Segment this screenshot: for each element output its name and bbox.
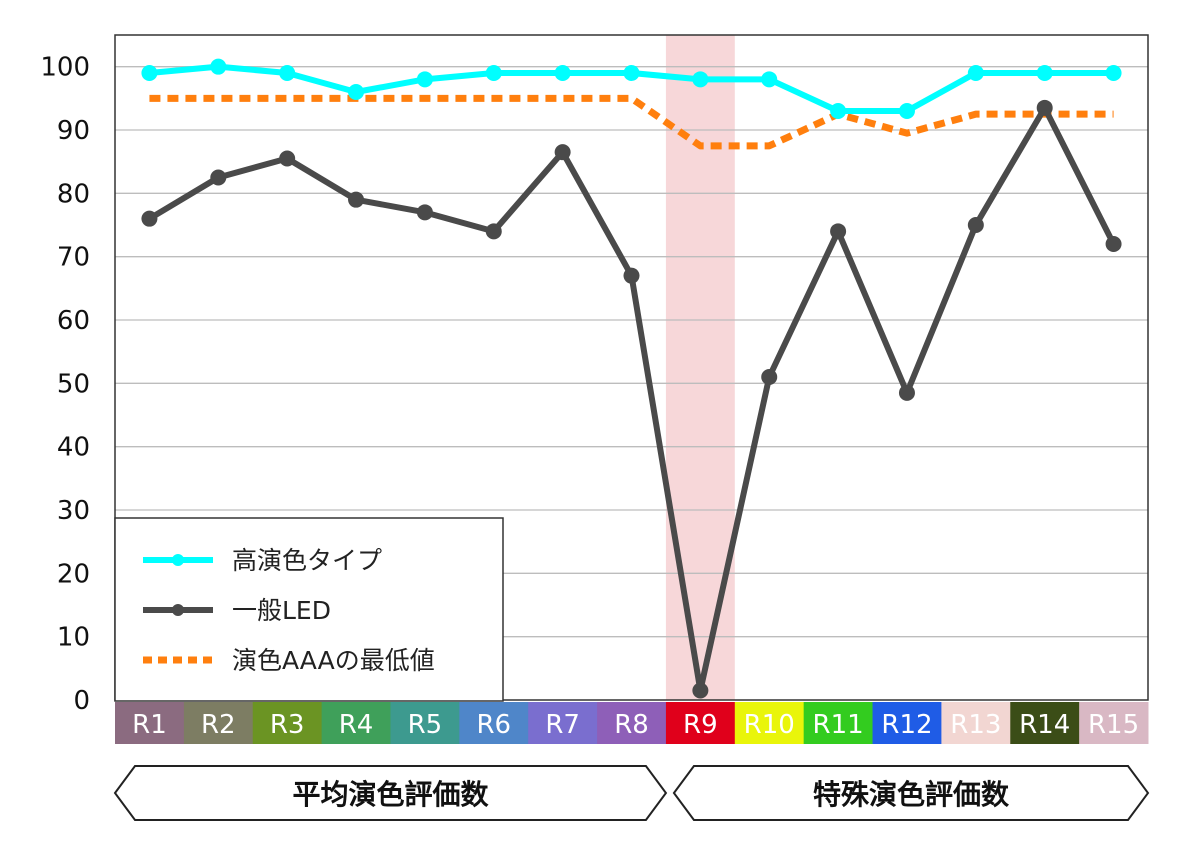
y-tick-label-60: 60 (57, 306, 90, 336)
y-tick-label-30: 30 (57, 496, 90, 526)
series-1-point-r6 (485, 223, 502, 240)
category-cell-r10 (734, 702, 805, 744)
y-tick-label-70: 70 (57, 243, 90, 273)
category-cell-r6 (459, 702, 529, 744)
y-tick-label-100: 100 (40, 53, 90, 83)
series-0-point-r4 (348, 84, 365, 100)
category-label-r9: R9 (683, 710, 718, 740)
category-cell-r4 (321, 702, 391, 744)
category-cell-r12 (872, 702, 942, 744)
series-0-point-r13 (967, 65, 984, 81)
category-label-r13: R13 (950, 710, 1001, 740)
group-shape-0 (113, 765, 668, 821)
series-layer (141, 58, 1122, 699)
category-cell-r13 (941, 702, 1011, 744)
category-label-r8: R8 (614, 710, 649, 740)
series-line-2 (149, 94, 1114, 150)
category-cell-r1 (115, 702, 185, 744)
y-tick-label-90: 90 (57, 116, 90, 146)
category-label-r15: R15 (1088, 710, 1139, 740)
series-0-point-r2 (210, 58, 227, 75)
legend-label-0: 高演色タイプ (232, 546, 382, 575)
series-1-point-r3 (279, 150, 296, 167)
y-tick-label-0: 0 (73, 686, 90, 716)
category-label-r1: R1 (132, 710, 167, 740)
category-label-r5: R5 (408, 710, 443, 740)
highlight-column-r9 (665, 35, 735, 700)
legend-marker-0 (172, 554, 184, 566)
category-cell-r14 (1010, 702, 1080, 744)
category-label-r14: R14 (1019, 710, 1070, 740)
series-0-point-r7 (554, 65, 571, 81)
series-1-point-r2 (210, 169, 227, 186)
category-cell-r7 (528, 702, 598, 744)
legend-label-2: 演色AAAの最低値 (232, 646, 435, 675)
y-tick-label-50: 50 (57, 369, 90, 399)
legend-label-1: 一般LED (232, 596, 331, 625)
category-label-r2: R2 (201, 710, 236, 740)
legend-marker-1 (172, 604, 184, 616)
category-cell-r11 (803, 702, 874, 744)
series-1-point-r14 (1036, 99, 1053, 116)
series-1-point-r15 (1105, 236, 1122, 252)
category-label-r10: R10 (744, 710, 795, 740)
category-label-r6: R6 (476, 710, 511, 740)
category-cell-r5 (390, 702, 460, 744)
category-label-r3: R3 (270, 710, 305, 740)
series-1-point-r12 (898, 384, 915, 401)
category-label-r11: R11 (813, 710, 864, 740)
series-0-point-r14 (1036, 65, 1053, 81)
category-label-r4: R4 (339, 710, 374, 740)
series-0-point-r9 (692, 71, 709, 88)
series-1-point-r9 (692, 682, 709, 699)
category-cell-r15 (1079, 702, 1149, 744)
plot-frame (114, 34, 1149, 701)
series-1-point-r8 (623, 267, 640, 284)
series-1-point-r5 (416, 204, 433, 221)
category-strip: R1 R2 R3 R4 R5 R6 R7 R8 R9 R10 R11 R12 R13 R14 R15 (115, 702, 1149, 744)
series-1-point-r10 (761, 369, 778, 385)
category-label-r7: R7 (545, 710, 580, 740)
series-0-point-r6 (485, 65, 502, 81)
group-label-1: 特殊演色評価数 (813, 778, 1010, 811)
category-groups: 平均演色評価数 特殊演色評価数 (113, 765, 1150, 821)
group-label-0: 平均演色評価数 (292, 778, 489, 811)
series-1-point-r1 (141, 210, 158, 227)
series-1-point-r4 (348, 191, 365, 208)
y-tick-label-20: 20 (57, 559, 90, 589)
series-0-point-r10 (761, 71, 778, 88)
series-1-point-r11 (830, 223, 847, 240)
y-axis-ticks: 0 10 20 30 40 50 60 70 80 90 100 (40, 53, 90, 716)
series-0-point-r11 (830, 103, 847, 119)
highlight-layer (665, 35, 735, 700)
y-tick-label-40: 40 (57, 433, 90, 463)
series-0-point-r15 (1105, 65, 1122, 81)
category-cell-r9 (665, 702, 736, 744)
category-cell-r3 (252, 702, 323, 744)
y-tick-label-80: 80 (57, 179, 90, 209)
category-cell-r8 (597, 702, 667, 744)
series-1-point-r13 (967, 217, 984, 233)
category-cell-r2 (183, 702, 254, 744)
series-0-point-r3 (279, 65, 296, 81)
series-0-point-r5 (416, 71, 433, 88)
y-tick-label-10: 10 (57, 623, 90, 653)
group-shape-1 (672, 765, 1150, 821)
series-0-point-r8 (623, 65, 640, 81)
series-0-point-r12 (898, 103, 915, 119)
series-1-point-r7 (554, 144, 571, 161)
category-label-r12: R12 (881, 710, 932, 740)
series-0-point-r1 (141, 65, 158, 81)
